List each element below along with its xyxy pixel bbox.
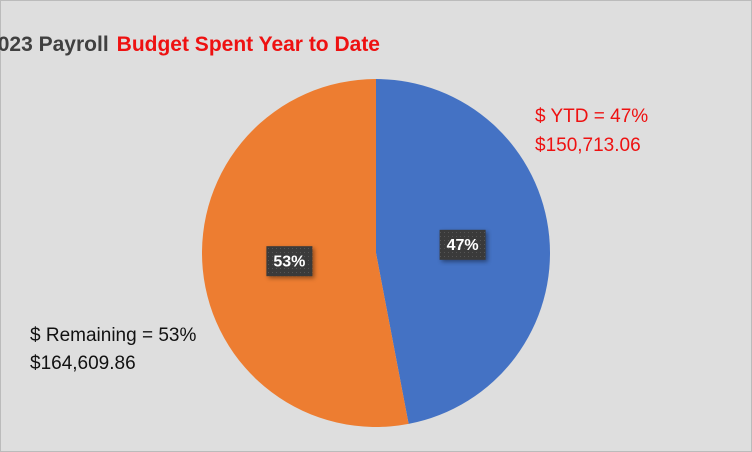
- value-label: 53%: [273, 253, 305, 270]
- chart-title: 2023 Payroll Budget Spent Year to Date: [0, 33, 380, 56]
- annotation: $164,609.86: [30, 353, 136, 374]
- value-label-box: [439, 229, 486, 260]
- value-label-box: [266, 246, 313, 277]
- title-part: Budget Spent Year to Date: [117, 33, 380, 56]
- annotation: $150,713.06: [535, 135, 641, 156]
- annotation: $ Remaining = 53%: [30, 325, 196, 346]
- title-part: 2023 Payroll: [0, 33, 109, 56]
- value-label: 47%: [447, 237, 479, 254]
- annotation: $ YTD = 47%: [535, 106, 648, 127]
